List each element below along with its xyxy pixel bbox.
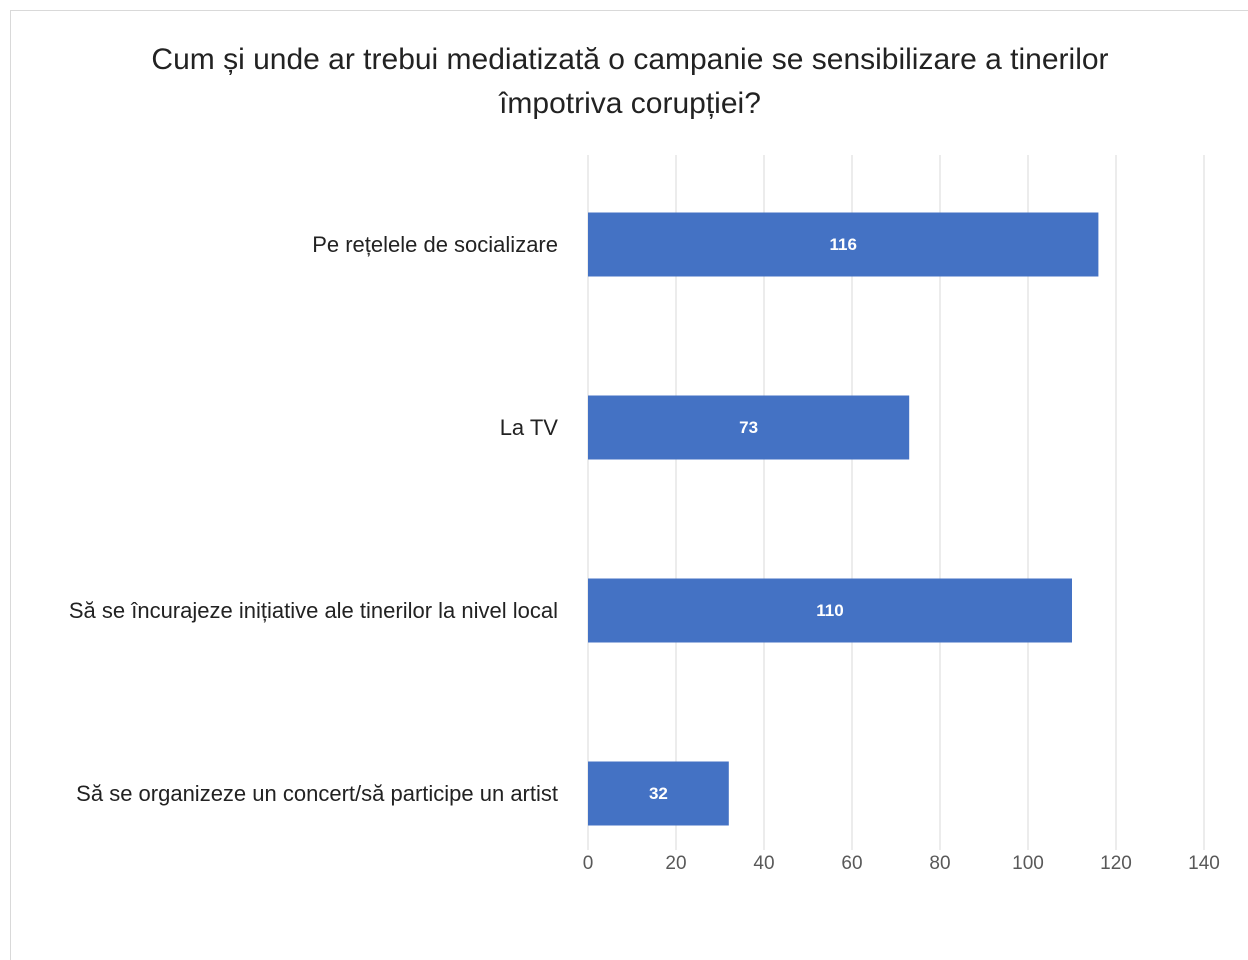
y-tick-label: La TV (10, 388, 558, 468)
bar (588, 395, 910, 460)
x-tick-label: 120 (1100, 853, 1132, 874)
chart-title: Cum și unde ar trebui mediatizată o camp… (151, 43, 1109, 120)
data-label: 110 (816, 601, 843, 620)
y-tick-text: Să se încurajeze inițiative ale tinerilo… (68, 597, 558, 623)
chart-frame (10, 10, 1248, 960)
data-label: 32 (649, 784, 668, 803)
x-tick-label: 40 (753, 853, 774, 874)
data-label: 73 (739, 418, 758, 437)
bar (588, 212, 1099, 277)
x-tick-label: 60 (841, 853, 862, 874)
bar (588, 578, 1072, 643)
data-label: 116 (829, 235, 856, 254)
x-tick-label: 0 (583, 853, 594, 874)
y-tick-text: La TV (499, 414, 558, 440)
x-tick-label: 140 (1188, 853, 1220, 874)
bar (588, 761, 729, 826)
x-tick-label: 80 (929, 853, 950, 874)
y-tick-label: Să se organizeze un concert/să participe… (10, 754, 558, 834)
x-tick-label: 20 (665, 853, 686, 874)
x-tick-label: 100 (1012, 853, 1044, 874)
y-tick-text: Să se organizeze un concert/să participe… (76, 780, 558, 806)
y-tick-label: Pe rețelele de socializare (10, 205, 558, 285)
y-tick-label: Să se încurajeze inițiative ale tinerilo… (10, 571, 558, 651)
y-tick-text: Pe rețelele de socializare (312, 231, 558, 257)
